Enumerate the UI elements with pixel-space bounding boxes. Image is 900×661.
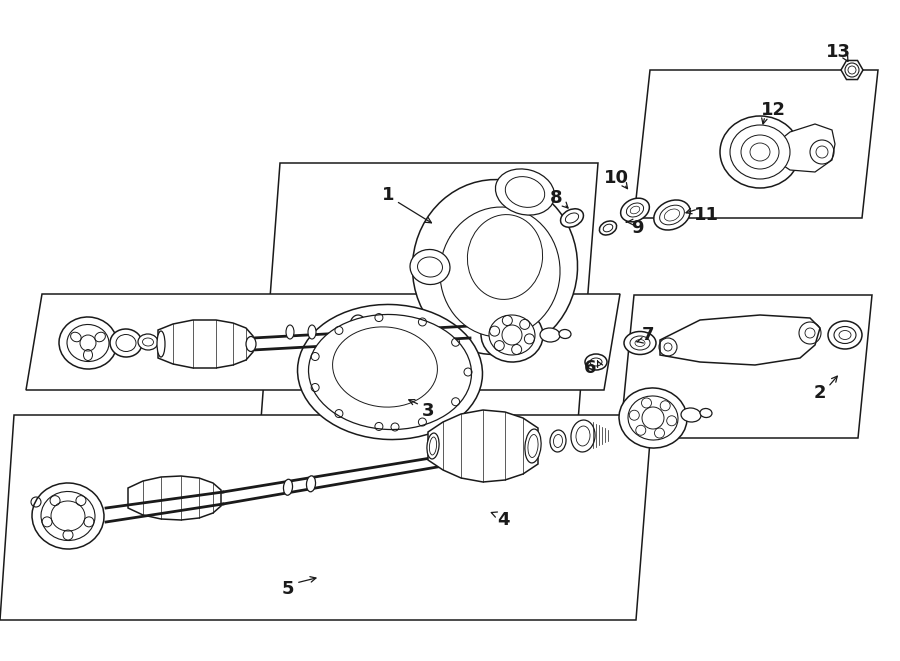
Text: 1: 1 [382,186,394,204]
Polygon shape [428,410,538,482]
Ellipse shape [630,206,640,214]
Ellipse shape [624,332,656,354]
Ellipse shape [590,358,602,366]
Ellipse shape [412,180,578,354]
Text: 3: 3 [422,402,434,420]
Polygon shape [634,70,878,218]
Ellipse shape [653,200,690,230]
Ellipse shape [84,350,93,360]
Ellipse shape [440,207,560,337]
Ellipse shape [157,331,165,357]
Ellipse shape [307,476,316,492]
Ellipse shape [94,332,105,342]
Text: 8: 8 [550,189,562,207]
Text: 12: 12 [760,101,786,119]
Ellipse shape [828,321,862,349]
Ellipse shape [834,327,856,344]
Ellipse shape [427,433,439,459]
Ellipse shape [284,479,292,495]
Ellipse shape [664,209,680,221]
Ellipse shape [660,205,684,225]
Polygon shape [0,415,652,620]
Polygon shape [841,60,863,79]
Ellipse shape [571,420,595,452]
Ellipse shape [505,176,544,208]
Text: 9: 9 [631,219,644,237]
Polygon shape [258,163,598,460]
Ellipse shape [741,135,779,169]
Ellipse shape [720,116,800,188]
Ellipse shape [410,249,450,284]
Text: 4: 4 [497,511,509,529]
Ellipse shape [561,209,583,227]
Ellipse shape [32,483,104,549]
Polygon shape [775,124,835,172]
Ellipse shape [839,330,851,340]
Circle shape [845,63,859,77]
Text: 6: 6 [584,359,596,377]
Ellipse shape [41,492,95,541]
Ellipse shape [603,224,613,232]
Polygon shape [128,476,221,520]
Ellipse shape [681,408,701,422]
Ellipse shape [525,429,541,463]
Ellipse shape [110,329,142,357]
Text: 7: 7 [642,326,654,344]
Polygon shape [26,294,620,390]
Ellipse shape [67,325,109,362]
Ellipse shape [730,125,790,179]
Ellipse shape [540,328,560,342]
Ellipse shape [286,325,294,339]
Ellipse shape [467,215,543,299]
Ellipse shape [309,315,472,430]
Ellipse shape [116,334,136,352]
Ellipse shape [599,221,616,235]
Text: 13: 13 [825,43,850,61]
Ellipse shape [246,336,256,352]
Text: 10: 10 [604,169,628,187]
Text: 2: 2 [814,384,826,402]
Ellipse shape [142,338,154,346]
Ellipse shape [565,213,579,223]
Ellipse shape [750,143,770,161]
Ellipse shape [333,327,437,407]
Ellipse shape [138,334,158,350]
Ellipse shape [621,198,650,222]
Ellipse shape [59,317,117,369]
Ellipse shape [481,308,543,362]
Text: 5: 5 [282,580,294,598]
Ellipse shape [298,305,482,440]
Ellipse shape [51,501,85,531]
Ellipse shape [489,315,535,355]
Ellipse shape [550,430,566,452]
Ellipse shape [628,396,678,440]
Ellipse shape [585,354,607,370]
Polygon shape [158,320,253,368]
Ellipse shape [308,325,316,339]
Ellipse shape [495,169,554,215]
Text: 11: 11 [694,206,718,224]
Ellipse shape [70,332,81,342]
Ellipse shape [630,336,650,350]
Ellipse shape [619,388,687,448]
Ellipse shape [700,408,712,418]
Polygon shape [620,295,872,438]
Ellipse shape [559,329,571,338]
Polygon shape [660,315,820,365]
Ellipse shape [418,257,443,277]
Ellipse shape [635,340,645,346]
Ellipse shape [626,203,644,217]
